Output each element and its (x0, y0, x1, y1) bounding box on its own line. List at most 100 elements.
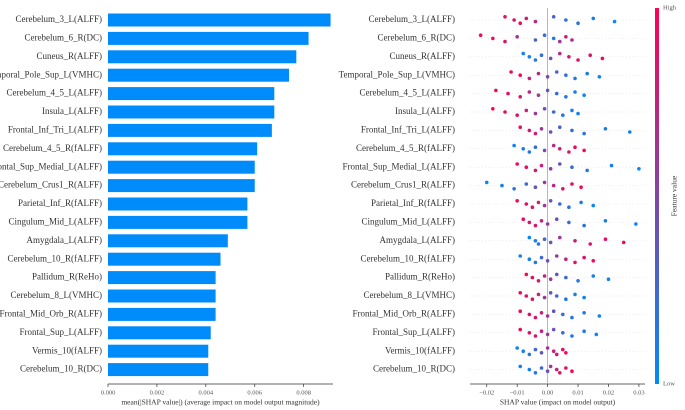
dot (527, 76, 532, 81)
dot (603, 127, 608, 131)
dot (609, 163, 614, 168)
dot (521, 349, 526, 354)
dot (554, 254, 559, 258)
dot (536, 292, 541, 297)
y-tick-label: Frontal_Sup_Medial_L(ALFF) (0, 161, 102, 171)
y-tick-label: Cerebelum_4_5_R(fALFF) (3, 143, 102, 153)
y-tick-label: Pallidum_R(ReHo) (385, 272, 455, 282)
dot (545, 259, 550, 263)
dot (576, 111, 580, 116)
dot (515, 199, 519, 203)
bar (108, 271, 216, 285)
bar (108, 363, 209, 377)
y-tick-label: Pallidum_R(ReHo) (32, 272, 102, 282)
dot (545, 332, 550, 337)
dot (637, 167, 641, 171)
bar (108, 142, 258, 156)
dot (588, 242, 593, 246)
dot (524, 182, 529, 186)
y-tick-label: Cerebelum_3_L(ALFF) (369, 14, 455, 24)
dot (551, 14, 556, 19)
x-tick-label: 0.03 (633, 389, 644, 396)
dot (557, 39, 562, 44)
dot (533, 145, 538, 149)
dot (582, 295, 586, 300)
dot (524, 202, 529, 206)
dot (500, 183, 504, 188)
dot (533, 260, 538, 265)
dot (545, 88, 550, 93)
dot (542, 295, 547, 300)
x-axis-label: mean(|SHAP value|) (average impact on mo… (121, 398, 320, 407)
dot (521, 217, 526, 221)
y-tick-label: Cingulum_Mid_L(ALFF) (8, 216, 102, 226)
y-tick-label: Amygdala_L(ALFF) (380, 235, 456, 245)
dot (533, 38, 538, 42)
dot (621, 240, 626, 245)
y-tick-label: Cerebelum_Crus1_R(ALFF) (0, 180, 102, 190)
y-tick-label: Cerebelum_8_L(VMHC) (364, 290, 455, 300)
dot (567, 205, 571, 209)
dot (567, 150, 571, 154)
dot (588, 53, 593, 57)
dot (539, 351, 544, 355)
dot (512, 18, 516, 22)
dot (536, 93, 541, 97)
dot (570, 108, 574, 113)
dot (527, 257, 532, 262)
dot (545, 314, 550, 318)
dot (554, 91, 559, 96)
dot (554, 217, 559, 221)
dot (591, 259, 596, 263)
dot (542, 148, 547, 153)
x-tick-label: −0.02 (479, 389, 494, 396)
dot (527, 352, 532, 357)
y-tick-label: Frontal_Mid_Orb_R(ALFF) (352, 308, 455, 318)
dot (582, 148, 586, 153)
y-tick-label: Cerebelum_6_R(DC) (378, 32, 455, 42)
dot (570, 315, 574, 320)
dot (585, 71, 589, 76)
dot (548, 167, 553, 171)
y-tick-label: Cerebelum_4_5_L(ALFF) (360, 88, 455, 98)
dot (527, 235, 532, 240)
dot (564, 18, 568, 22)
dot (478, 33, 483, 37)
dot (570, 128, 574, 133)
dot (564, 351, 568, 355)
dot (573, 292, 577, 297)
dot (527, 312, 532, 317)
dot (551, 349, 556, 354)
dot (597, 75, 602, 79)
y-tick-label: Cerebelum_6_R(DC) (25, 32, 102, 42)
dot (564, 297, 568, 302)
dot (591, 203, 596, 208)
dot (564, 95, 568, 99)
x-tick-label: −0.01 (510, 389, 525, 396)
dot (548, 364, 553, 369)
dot (542, 33, 547, 37)
dot (518, 254, 523, 258)
x-tick-label: 0.002 (150, 389, 165, 396)
dot (524, 16, 529, 21)
y-tick-label: Cerebelum_Crus1_R(ALFF) (351, 180, 455, 190)
dot (524, 108, 529, 113)
colorbar (655, 8, 659, 384)
bar (108, 68, 289, 82)
dot (551, 110, 556, 114)
dot (573, 260, 577, 265)
bar (108, 234, 228, 248)
dot (597, 314, 602, 318)
y-tick-label: Cuneus_R(ALFF) (36, 51, 102, 61)
dot (533, 19, 538, 24)
dot (527, 331, 532, 335)
dot (542, 203, 547, 208)
dot (570, 334, 574, 338)
dot (551, 143, 556, 148)
dot (524, 272, 529, 277)
dot (542, 180, 547, 185)
dot (533, 315, 538, 320)
y-tick-label: Cerebelum_10_R(fALFF) (361, 253, 456, 263)
dot (570, 38, 574, 42)
dot (573, 145, 577, 149)
